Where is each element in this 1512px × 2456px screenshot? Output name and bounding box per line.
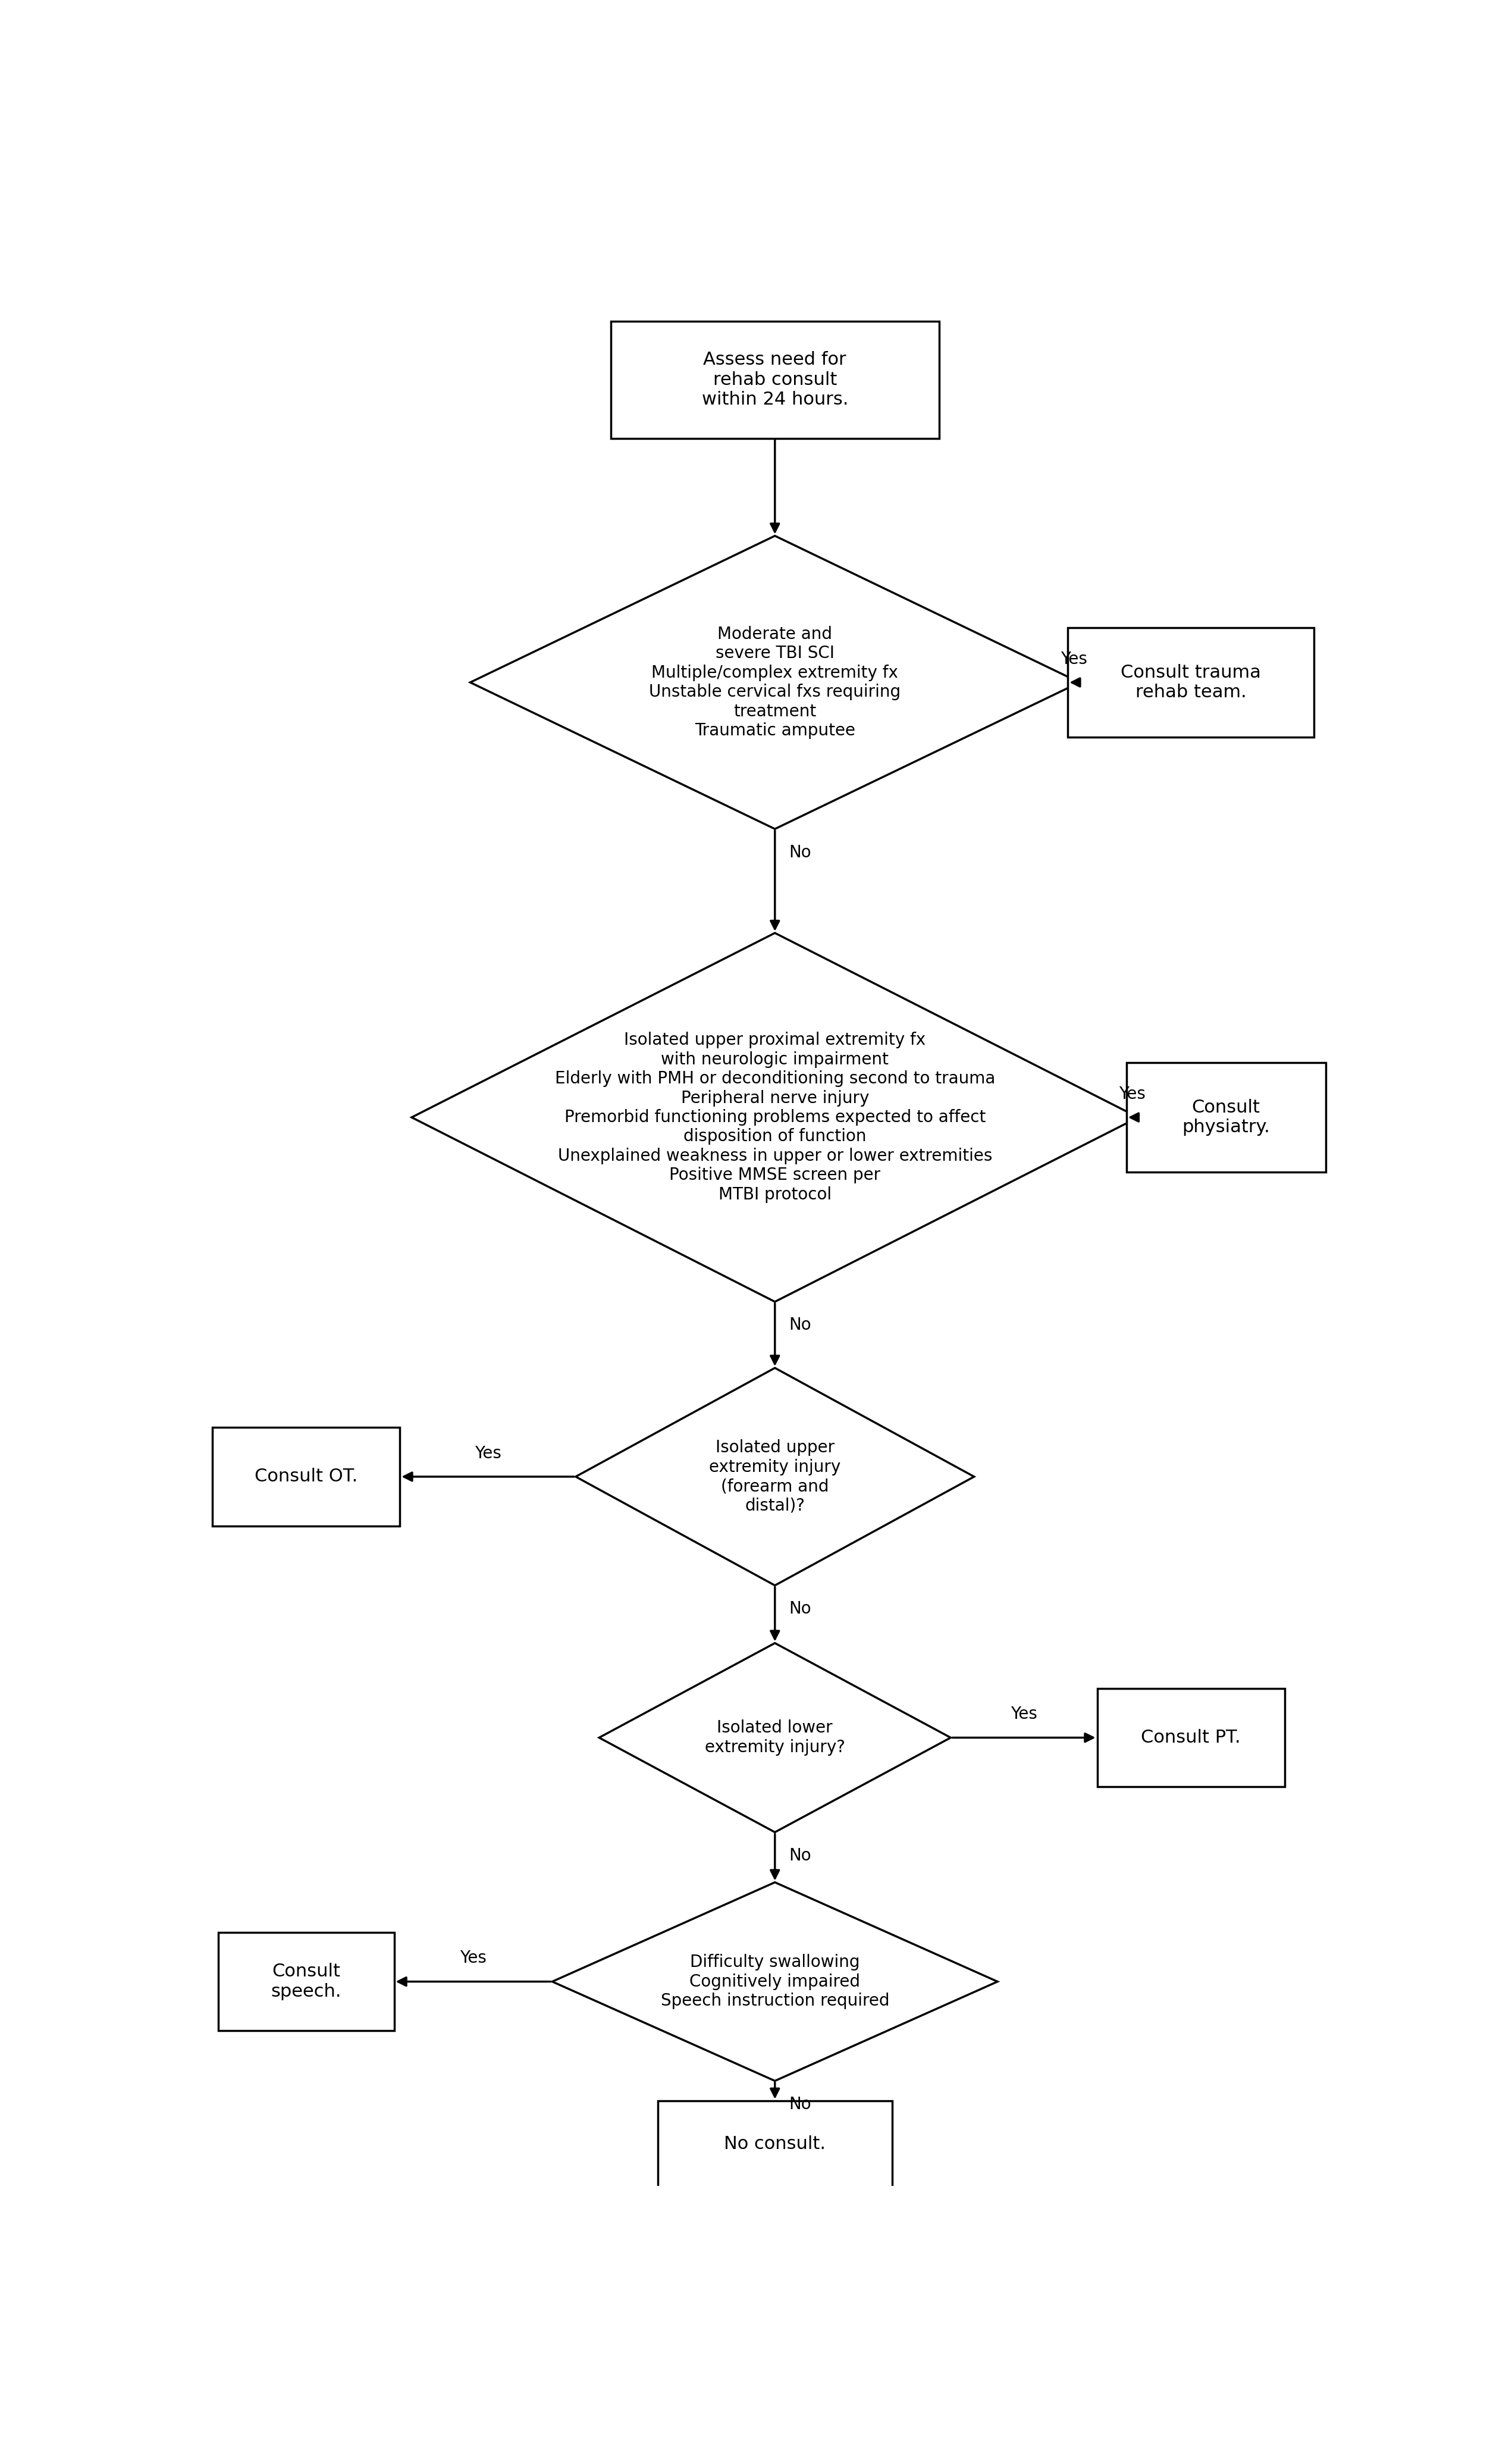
Text: Yes: Yes <box>1119 1086 1146 1103</box>
Text: Yes: Yes <box>460 1950 487 1967</box>
Bar <box>1126 1063 1326 1172</box>
Bar <box>1098 1687 1285 1788</box>
Text: Yes: Yes <box>475 1444 500 1461</box>
Text: No: No <box>789 2095 812 2112</box>
Polygon shape <box>411 933 1139 1302</box>
Text: No: No <box>789 1316 812 1334</box>
Text: No: No <box>789 1847 812 1864</box>
Text: Consult
speech.: Consult speech. <box>271 1962 342 1999</box>
Text: Isolated lower
extremity injury?: Isolated lower extremity injury? <box>705 1719 845 1756</box>
Text: Consult PT.: Consult PT. <box>1142 1729 1241 1746</box>
Text: Moderate and
severe TBI SCI
Multiple/complex extremity fx
Unstable cervical fxs : Moderate and severe TBI SCI Multiple/com… <box>649 626 901 739</box>
Bar <box>658 2100 892 2188</box>
Polygon shape <box>470 535 1080 830</box>
Text: Consult
physiatry.: Consult physiatry. <box>1182 1098 1270 1137</box>
Text: Difficulty swallowing
Cognitively impaired
Speech instruction required: Difficulty swallowing Cognitively impair… <box>661 1955 889 2009</box>
Text: No: No <box>789 845 812 860</box>
Text: No consult.: No consult. <box>724 2137 826 2154</box>
Bar <box>218 1933 395 2031</box>
Bar <box>212 1427 399 1525</box>
Text: No: No <box>789 1601 812 1616</box>
Polygon shape <box>599 1643 951 1832</box>
Text: Assess need for
rehab consult
within 24 hours.: Assess need for rehab consult within 24 … <box>702 351 848 408</box>
Bar <box>611 322 939 440</box>
Text: Isolated upper proximal extremity fx
with neurologic impairment
Elderly with PMH: Isolated upper proximal extremity fx wit… <box>555 1032 995 1203</box>
Bar <box>1067 629 1314 737</box>
Text: Consult OT.: Consult OT. <box>254 1469 358 1486</box>
Polygon shape <box>552 1881 998 2080</box>
Text: Isolated upper
extremity injury
(forearm and
distal)?: Isolated upper extremity injury (forearm… <box>709 1439 841 1513</box>
Polygon shape <box>576 1368 974 1587</box>
Text: Yes: Yes <box>1060 651 1087 668</box>
Text: Yes: Yes <box>1010 1707 1037 1722</box>
Text: Consult trauma
rehab team.: Consult trauma rehab team. <box>1120 663 1261 700</box>
